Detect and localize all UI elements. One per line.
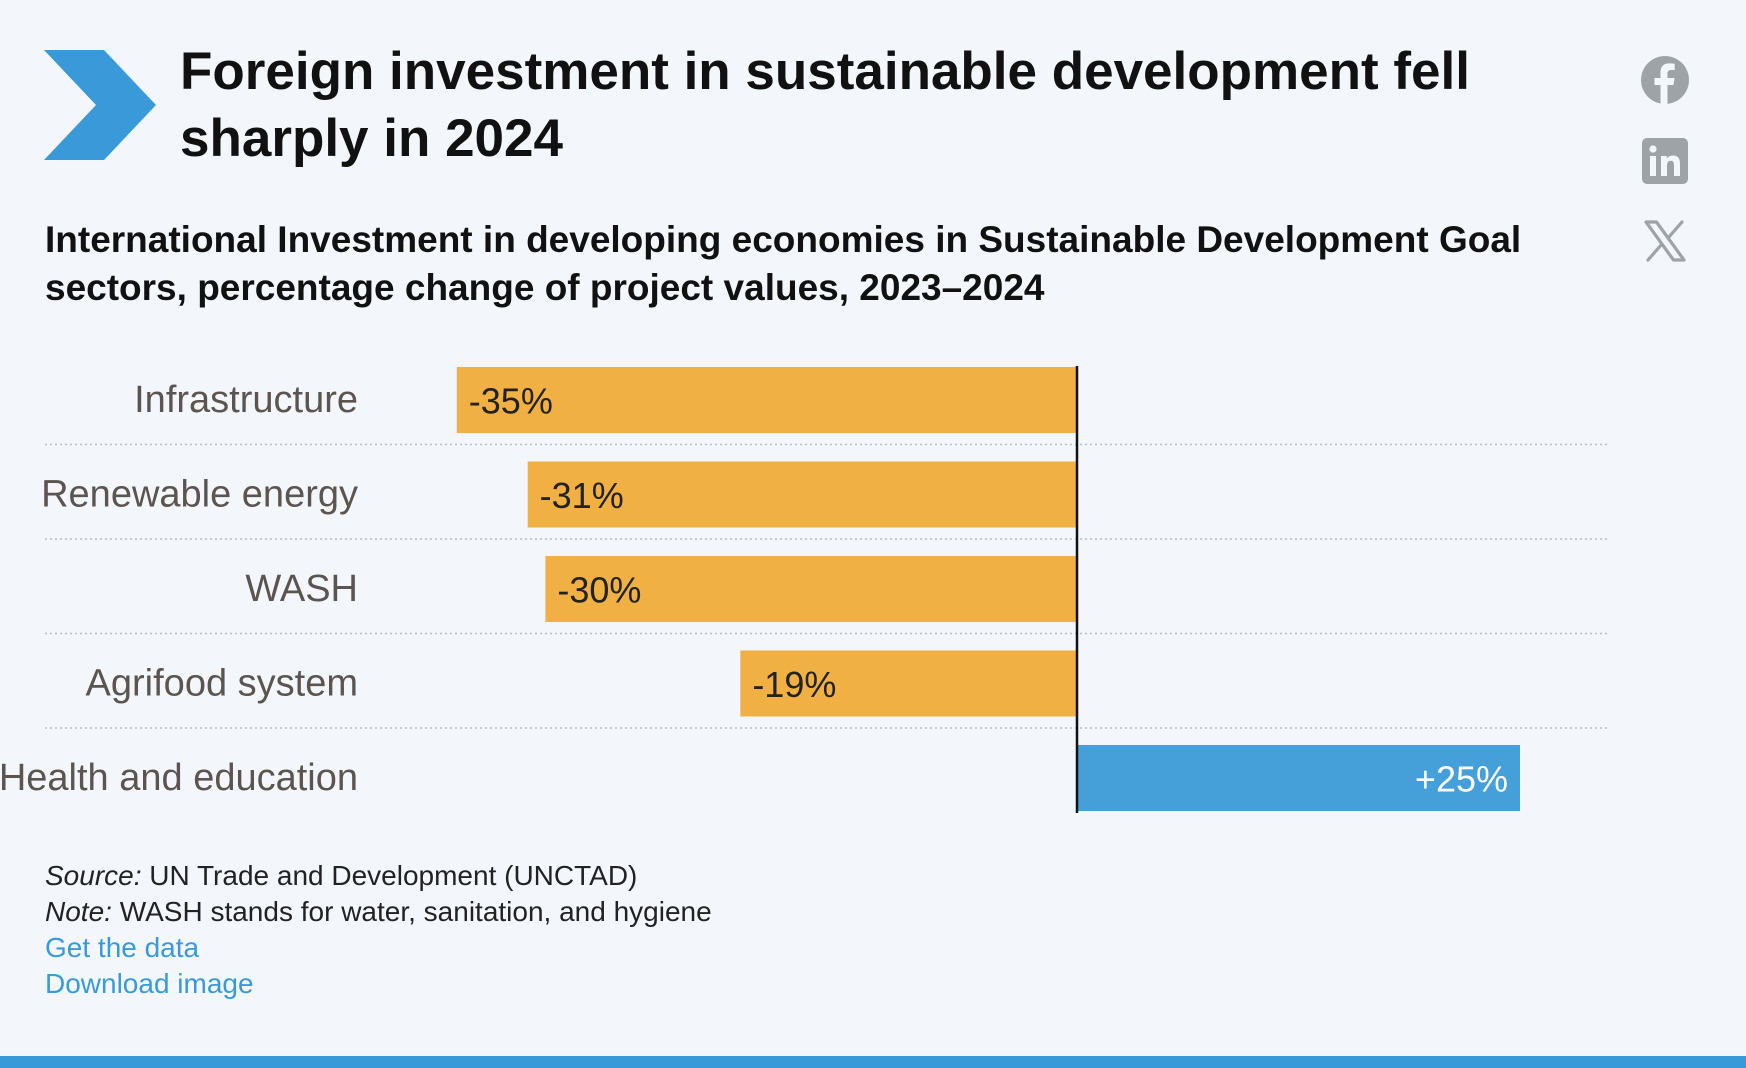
chevron-right-icon [44,50,156,160]
facebook-icon[interactable] [1640,55,1690,105]
bar [740,650,1077,717]
source-label: Source: [45,860,142,891]
source-text: UN Trade and Development (UNCTAD) [141,860,638,891]
category-label: WASH [245,568,358,610]
data-label: -35% [469,381,553,422]
bar-chart: Infrastructure -35% Renewable energy -31% WA… [0,366,1608,813]
bar [1077,745,1520,811]
category-label: Renewable energy [41,474,358,516]
bar [456,367,1077,433]
bottom-accent-bar [0,1056,1746,1068]
get-data-link[interactable]: Get the data [45,932,200,963]
note-text: WASH stands for water, sanitation, and h… [111,896,712,927]
chart-title: International Investment in developing e… [45,219,1522,308]
data-label: -31% [540,475,624,516]
category-label: Health and education [0,757,358,799]
note-label: Note: [45,896,112,927]
data-label: -19% [752,664,836,705]
x-icon[interactable] [1640,216,1690,266]
note-line: Note: WASH stands for water, sanitation,… [45,894,1045,930]
data-label: +25% [1415,759,1508,800]
bar [527,461,1077,528]
source-line: Source: UN Trade and Development (UNCTAD… [45,858,1045,894]
category-label: Infrastructure [134,379,358,421]
page-title: Foreign investment in sustainable develo… [180,42,1470,168]
download-image-link[interactable]: Download image [45,968,254,999]
linkedin-icon[interactable] [1640,136,1690,186]
bar [545,556,1077,622]
chart-footer: Source: UN Trade and Development (UNCTAD… [45,858,1045,1002]
category-label: Agrifood system [86,663,358,705]
data-label: -30% [557,570,641,611]
